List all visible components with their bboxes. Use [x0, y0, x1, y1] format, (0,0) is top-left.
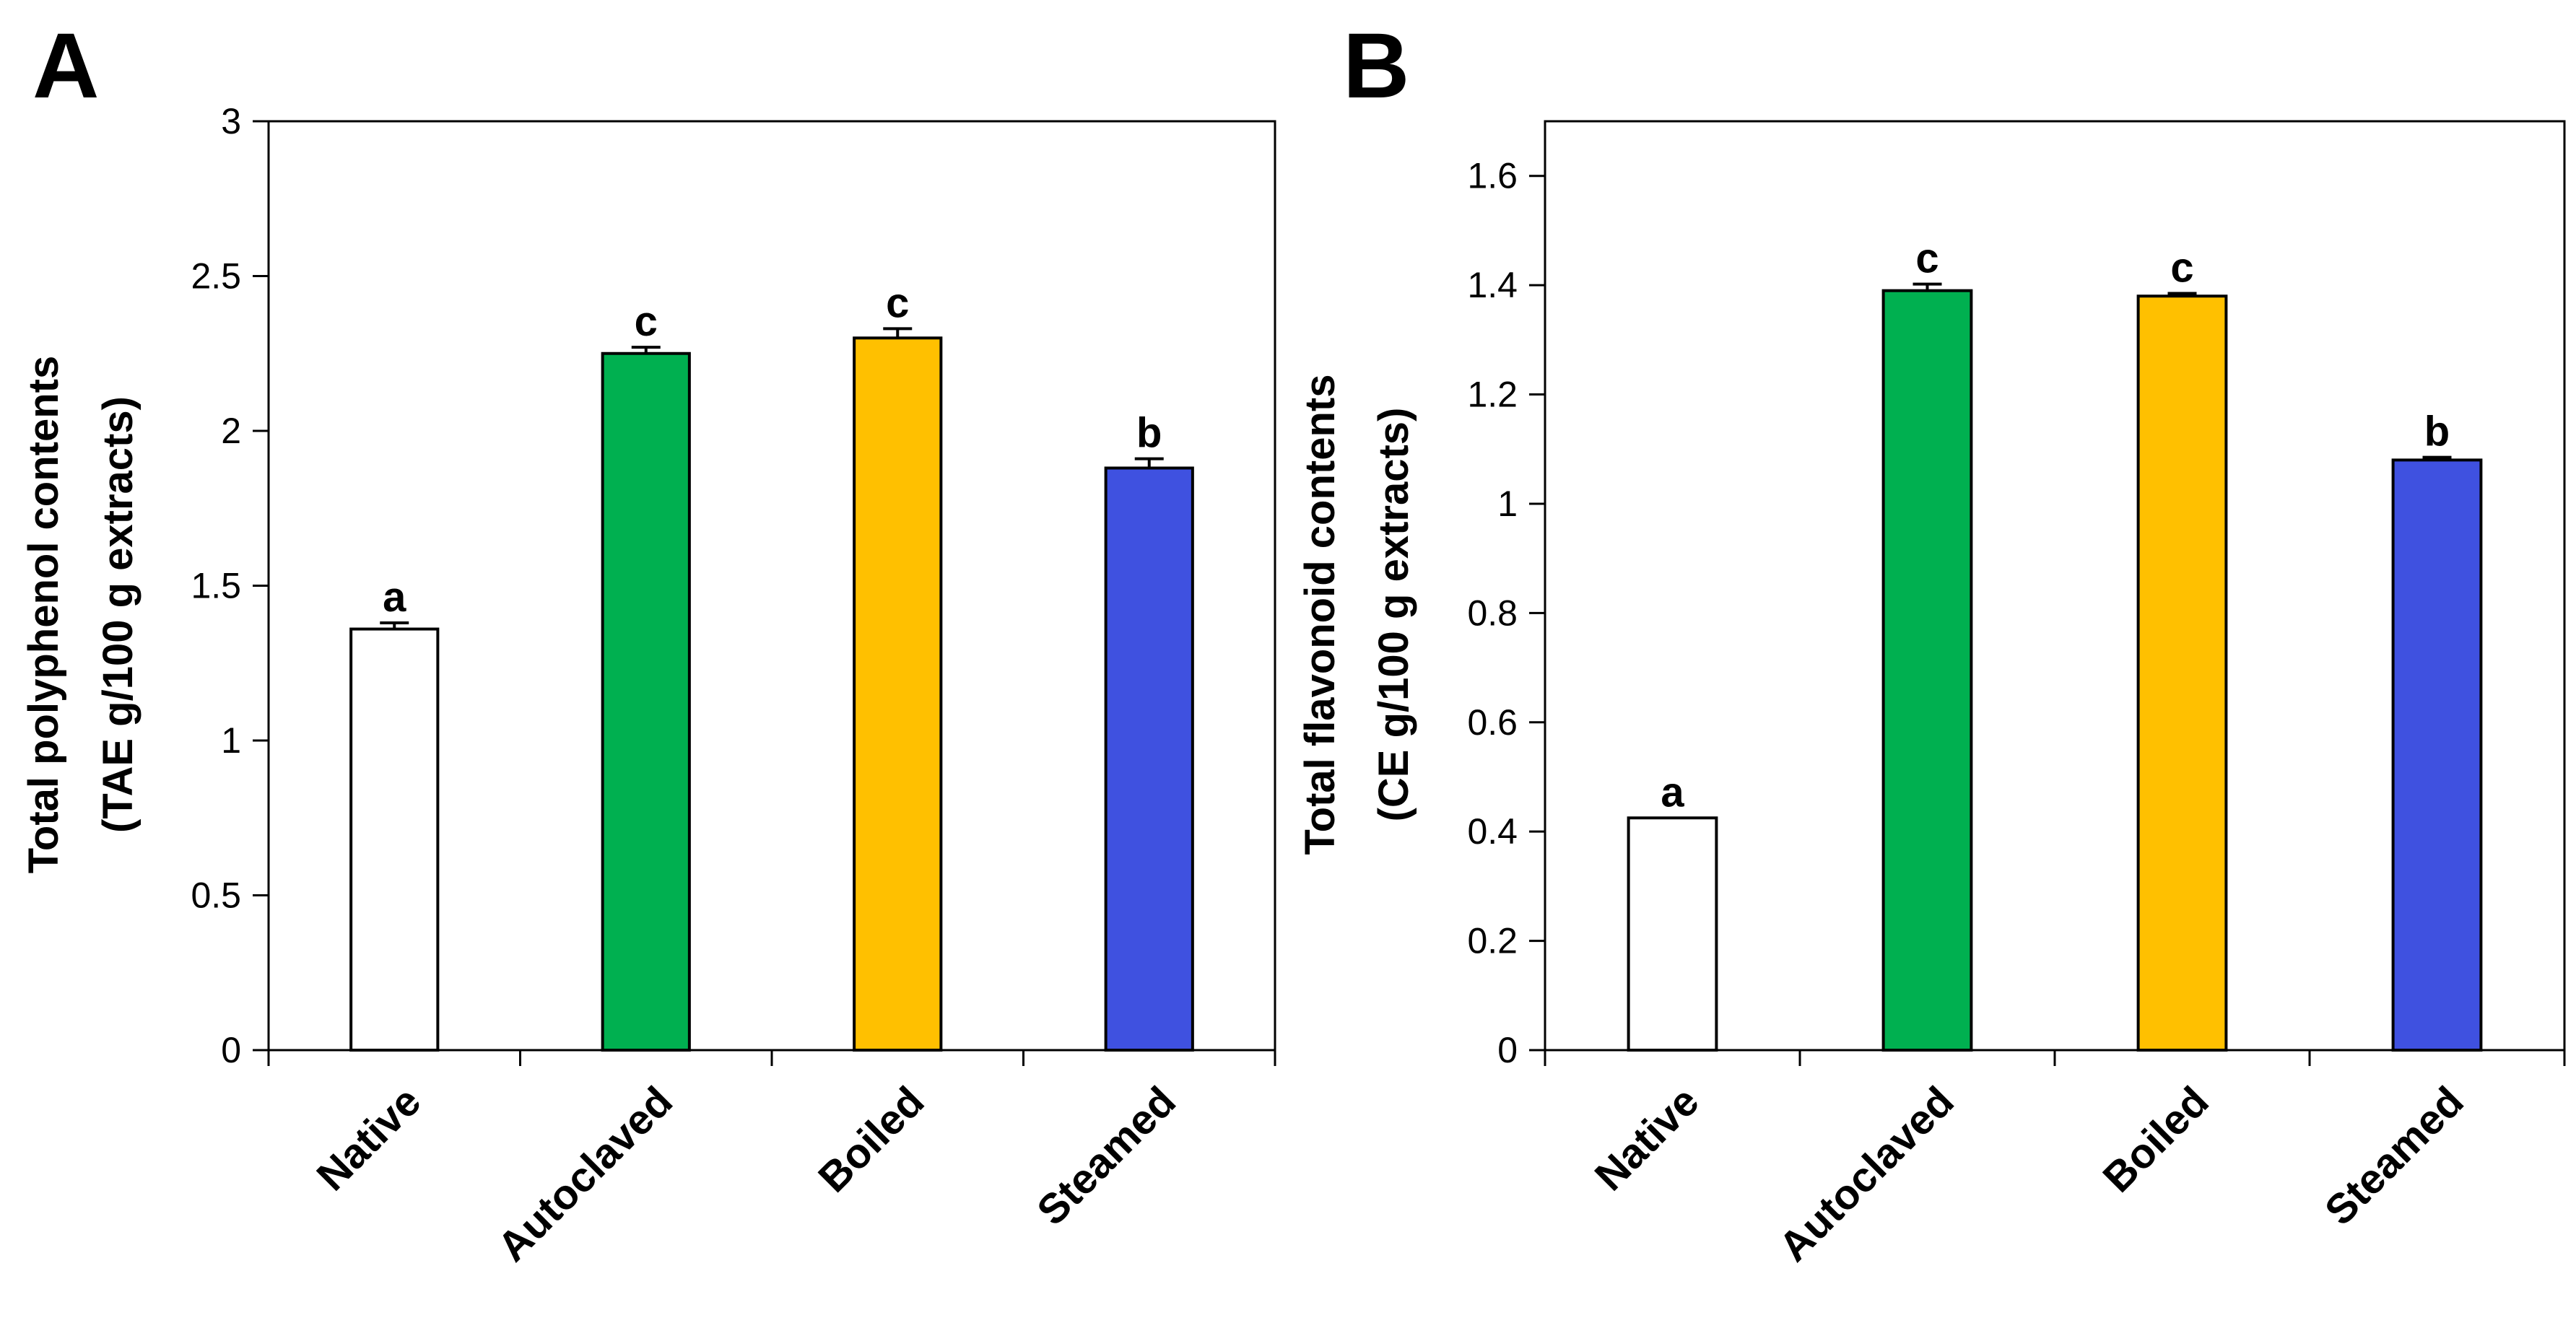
x-category-label: Steamed [1028, 1078, 1185, 1234]
y-tick-label: 0.4 [1467, 811, 1518, 852]
bar-autoclaved [601, 351, 691, 1052]
y-axis-label: Total polyphenol contents [20, 356, 67, 873]
panel-letter: A [32, 14, 99, 118]
significance-label: c [635, 298, 658, 345]
bar-steamed [1104, 466, 1194, 1052]
x-category-label: Boiled [2094, 1078, 2217, 1201]
y-tick-label: 1.4 [1467, 265, 1518, 305]
bar-steamed [2391, 458, 2483, 1052]
y-axis-label: (TAE g/100 g extracts) [95, 396, 142, 833]
bar-boiled [2136, 294, 2228, 1052]
significance-label: c [886, 279, 909, 326]
error-bar [380, 621, 409, 629]
y-tick-label: 1 [221, 720, 241, 761]
significance-label: b [1136, 410, 1162, 457]
panel-letter: B [1343, 14, 1409, 118]
significance-label: b [2424, 409, 2450, 455]
y-tick-label: 1.2 [1467, 375, 1518, 415]
y-axis-label: Total flavonoid contents [1297, 375, 1344, 855]
y-tick-label: 1.5 [191, 566, 241, 606]
x-category-label: Autoclaved [1770, 1078, 1963, 1270]
significance-label: a [383, 574, 406, 621]
y-tick-label: 1 [1497, 484, 1518, 524]
y-tick-label: 0 [221, 1030, 241, 1070]
y-tick-label: 2.5 [191, 256, 241, 297]
significance-label: c [2170, 244, 2193, 291]
y-tick-label: 0.8 [1467, 593, 1518, 633]
x-category-label: Autoclaved [489, 1078, 682, 1270]
panel-b: B 0 0.2 0.4 0.6 0.8 1 1.2 1.4 1.6 a Native c Autoclav… [1297, 14, 2566, 1270]
y-tick-label: 2 [221, 411, 241, 451]
significance-label: c [1915, 235, 1938, 282]
y-axis-label: (CE g/100 g extracts) [1370, 408, 1417, 822]
x-category-label: Native [1586, 1078, 1708, 1200]
y-tick-label: 1.6 [1467, 156, 1518, 196]
error-bar [631, 346, 661, 354]
y-tick-label: 0.2 [1467, 921, 1518, 961]
bar-native [1627, 816, 1718, 1052]
error-bar [2167, 292, 2197, 297]
y-tick-label: 0.6 [1467, 702, 1518, 743]
y-tick-label: 3 [221, 101, 241, 141]
error-bar [883, 327, 913, 338]
bar-autoclaved [1881, 289, 1973, 1052]
x-category-label: Native [308, 1078, 430, 1200]
panel-a: A 0 0.5 1 1.5 2 2.5 3 a Native c Autoclaved c Boiled b… [20, 14, 1276, 1270]
x-category-label: Steamed [2316, 1078, 2473, 1234]
error-bar [1134, 457, 1164, 468]
bar-native [349, 627, 440, 1052]
y-tick-label: 0 [1497, 1030, 1518, 1070]
y-tick-label: 0.5 [191, 875, 241, 916]
error-bar [2422, 455, 2452, 460]
significance-label: a [1661, 769, 1684, 816]
error-bar [1913, 282, 1942, 291]
bar-boiled [853, 336, 943, 1052]
x-category-label: Boiled [809, 1078, 933, 1201]
